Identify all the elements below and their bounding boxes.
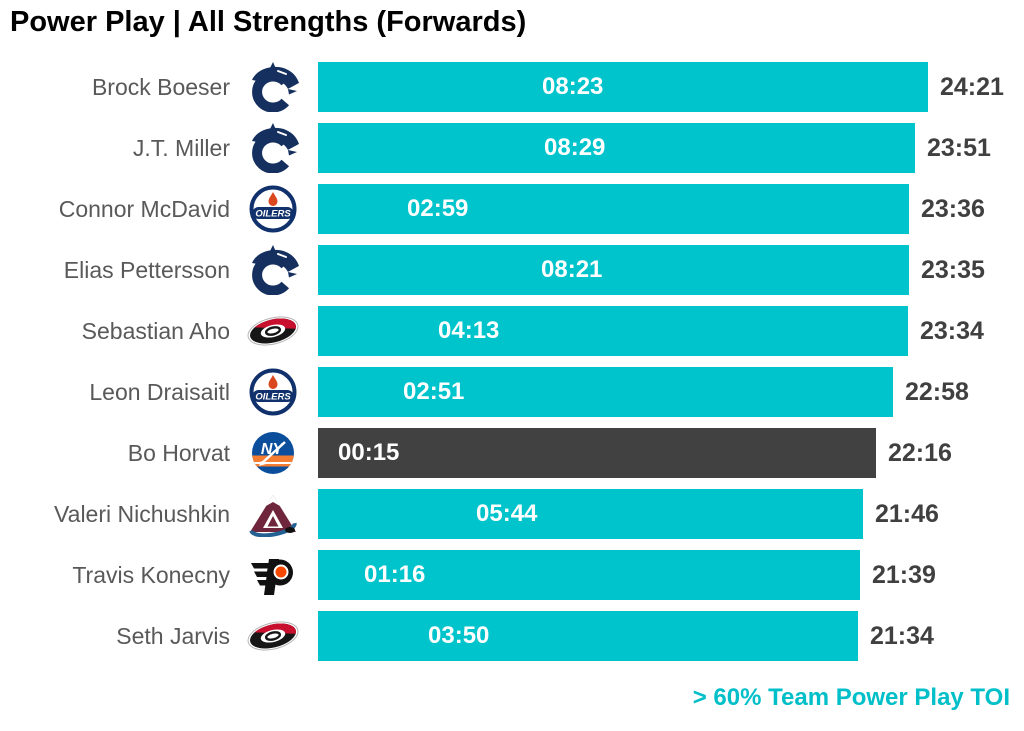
- total-toi-value: 22:58: [905, 378, 969, 406]
- flyers-logo-icon: [240, 547, 306, 603]
- player-name-label: Valeri Nichushkin: [54, 501, 230, 527]
- player-name-label: J.T. Miller: [132, 135, 230, 161]
- player-row: Elias Pettersson 08:21 23:35: [0, 245, 1024, 295]
- total-toi-value: 21:34: [870, 622, 934, 650]
- player-name-label: Bo Horvat: [127, 440, 230, 466]
- pp-toi-value: 08:23: [542, 73, 604, 100]
- total-toi-value: 23:35: [921, 256, 985, 284]
- player-row: J.T. Miller 08:29 23:51: [0, 123, 1024, 173]
- toi-bar: 02:51: [318, 367, 893, 417]
- pp-toi-value: 08:21: [541, 256, 603, 283]
- toi-bar: 03:50: [318, 611, 858, 661]
- player-row: Sebastian Aho 04:13 23:34: [0, 306, 1024, 356]
- oilers-logo-icon: OILERS: [240, 364, 306, 420]
- total-toi-value: 23:36: [921, 195, 985, 223]
- toi-bar: 04:13: [318, 306, 908, 356]
- total-toi-value: 24:21: [940, 73, 1004, 101]
- player-name-label: Sebastian Aho: [81, 318, 230, 344]
- total-toi-value: 21:46: [875, 500, 939, 528]
- toi-bar: 02:59: [318, 184, 909, 234]
- oilers-logo-icon: OILERS: [240, 181, 306, 237]
- pp-toi-value: 08:29: [544, 134, 606, 161]
- hurricanes-logo-icon: [240, 608, 306, 664]
- player-name-label: Connor McDavid: [58, 196, 230, 222]
- legend-note: > 60% Team Power Play TOI: [692, 684, 1010, 711]
- total-toi-value: 23:34: [920, 317, 984, 345]
- page-title: Power Play | All Strengths (Forwards): [10, 6, 527, 38]
- toi-bar: 08:29: [318, 123, 915, 173]
- player-row: Seth Jarvis 03:50 21:34: [0, 611, 1024, 661]
- player-name-label: Brock Boeser: [91, 74, 230, 100]
- svg-text:OILERS: OILERS: [255, 209, 291, 220]
- svg-text:OILERS: OILERS: [255, 392, 291, 403]
- hurricanes-logo-icon: [240, 303, 306, 359]
- pp-toi-value: 02:51: [403, 378, 465, 405]
- toi-bar: 01:16: [318, 550, 860, 600]
- pp-toi-value: 03:50: [428, 622, 490, 649]
- player-row: Leon Draisaitl OILERS 02:51 22:58: [0, 367, 1024, 417]
- player-name-label: Travis Konecny: [72, 562, 230, 588]
- toi-bar: 05:44: [318, 489, 863, 539]
- toi-bar: 00:15: [318, 428, 876, 478]
- pp-toi-value: 02:59: [407, 195, 469, 222]
- player-row: Bo Horvat NY 00:15 22:16: [0, 428, 1024, 478]
- total-toi-value: 23:51: [927, 134, 991, 162]
- svg-text:NY: NY: [261, 441, 285, 458]
- player-row: Travis Konecny 01:16 21:39: [0, 550, 1024, 600]
- player-row: Valeri Nichushkin 05:44 21:46: [0, 489, 1024, 539]
- toi-bar: 08:21: [318, 245, 909, 295]
- pp-toi-value: 01:16: [364, 561, 426, 588]
- total-toi-value: 22:16: [888, 439, 952, 467]
- player-name-label: Leon Draisaitl: [89, 379, 230, 405]
- player-row: Connor McDavid OILERS 02:59 23:36: [0, 184, 1024, 234]
- player-name-label: Seth Jarvis: [116, 623, 230, 649]
- player-name-label: Elias Pettersson: [63, 257, 230, 283]
- avalanche-logo-icon: [240, 486, 306, 542]
- canucks-logo-icon: [240, 120, 306, 176]
- toi-bar: 08:23: [318, 62, 928, 112]
- pp-toi-value: 05:44: [476, 500, 538, 527]
- islanders-logo-icon: NY: [240, 425, 306, 481]
- pp-toi-value: 04:13: [438, 317, 500, 344]
- canucks-logo-icon: [240, 59, 306, 115]
- canucks-logo-icon: [240, 242, 306, 298]
- total-toi-value: 21:39: [872, 561, 936, 589]
- player-row: Brock Boeser 08:23 24:21: [0, 62, 1024, 112]
- pp-toi-value: 00:15: [338, 439, 400, 466]
